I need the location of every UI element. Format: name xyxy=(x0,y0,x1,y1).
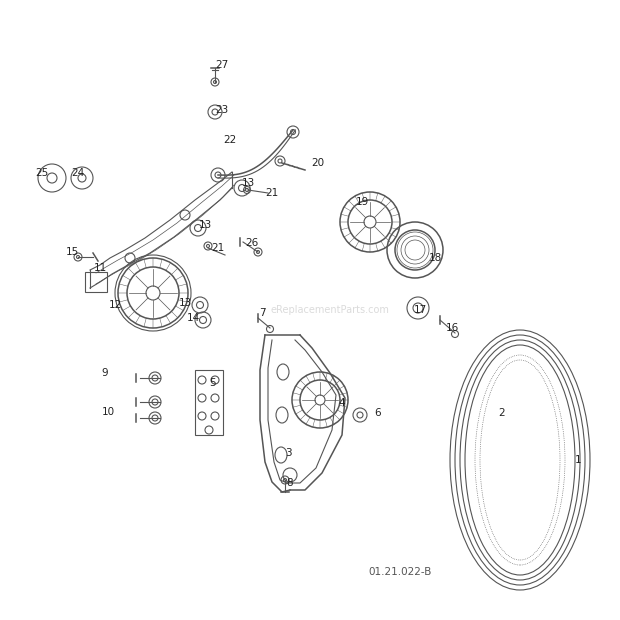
Text: 12: 12 xyxy=(108,300,122,310)
Text: 01.21.022-B: 01.21.022-B xyxy=(368,567,432,577)
Text: 17: 17 xyxy=(414,305,427,315)
Text: 5: 5 xyxy=(210,378,216,388)
Text: 26: 26 xyxy=(246,238,259,248)
Text: 22: 22 xyxy=(223,135,237,145)
Text: 7: 7 xyxy=(259,308,265,318)
Text: 25: 25 xyxy=(35,168,48,178)
Text: 4: 4 xyxy=(339,398,345,408)
Text: 19: 19 xyxy=(355,197,369,207)
Text: 1: 1 xyxy=(575,455,582,465)
Text: 9: 9 xyxy=(102,368,108,378)
Text: 24: 24 xyxy=(71,168,84,178)
Text: 18: 18 xyxy=(428,253,441,263)
Text: 20: 20 xyxy=(311,158,324,168)
Text: 14: 14 xyxy=(187,313,200,323)
Text: 2: 2 xyxy=(498,408,505,418)
Text: 13: 13 xyxy=(179,298,192,308)
Text: 16: 16 xyxy=(445,323,459,333)
Text: 13: 13 xyxy=(198,220,211,230)
Bar xyxy=(85,272,107,292)
Text: 3: 3 xyxy=(285,448,291,458)
Text: 23: 23 xyxy=(215,105,229,115)
Bar xyxy=(195,370,223,435)
Text: 13: 13 xyxy=(241,178,255,188)
Text: eReplacementParts.com: eReplacementParts.com xyxy=(270,305,389,315)
Text: 27: 27 xyxy=(215,60,229,70)
Text: 6: 6 xyxy=(374,408,381,418)
Text: 15: 15 xyxy=(65,247,79,257)
Text: 8: 8 xyxy=(286,478,293,488)
Text: 21: 21 xyxy=(211,243,224,253)
Text: 21: 21 xyxy=(265,188,278,198)
Text: 11: 11 xyxy=(94,263,107,273)
Text: 10: 10 xyxy=(102,407,115,417)
